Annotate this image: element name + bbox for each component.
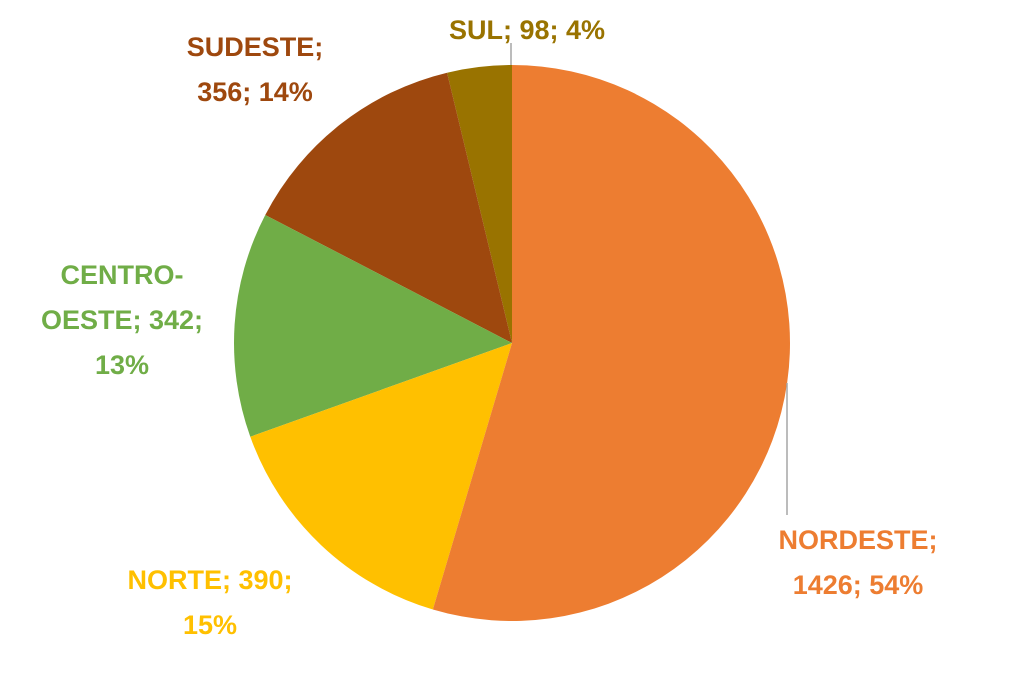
data-label: CENTRO-OESTE; 342; 13% [40, 260, 204, 380]
data-label: NORTE; 390; 15% [127, 565, 293, 640]
pie-slice [432, 65, 790, 621]
data-label: NORDESTE; 1426; 54% [778, 525, 938, 600]
pie-slice [265, 72, 512, 344]
pie-slice [250, 343, 513, 610]
data-label: SUL; 98; 4% [448, 15, 606, 45]
data-label: SUDESTE; 356; 14% [186, 32, 324, 107]
pie-slice [447, 65, 512, 343]
pie-slice [233, 214, 512, 437]
